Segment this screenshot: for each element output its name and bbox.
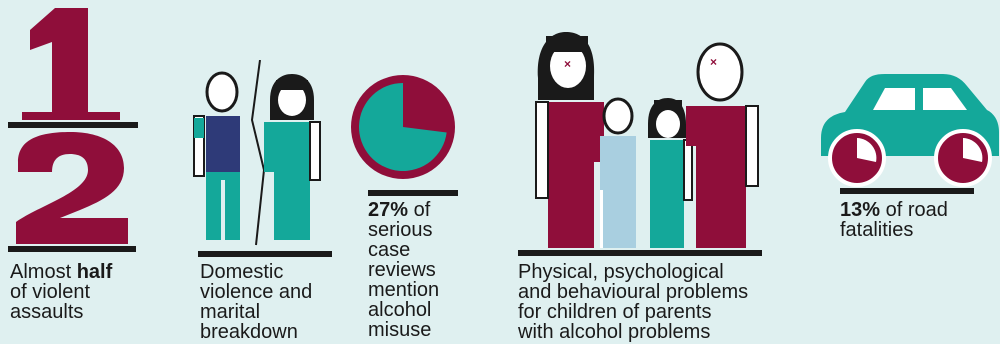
caption-domestic-violence: Domestic violence and marital breakdown [200,262,312,342]
father-body [696,106,746,248]
boy-body [600,136,636,248]
numeral-two [16,132,128,244]
father-injury-icon: × [710,55,717,69]
caption-line: Almost [10,261,77,283]
caption-case-reviews: 27% of serious case reviews mention alco… [368,200,439,340]
caption-line: misuse [368,319,432,341]
caption-line: mention [368,279,440,301]
caption-violent-assaults: Almost half of violent assaults [10,262,112,322]
caption-line: Physical, psychological [518,261,724,283]
caption-rule-3 [368,190,458,196]
mother-injury-icon: × [564,57,571,71]
caption-line: fatalities [840,219,914,241]
girl-body [650,140,684,248]
caption-line: breakdown [200,321,298,343]
mother-body [548,102,594,248]
stat-percent: 13% [840,199,881,221]
pie-chart [351,75,455,179]
caption-children-problems: Physical, psychological and behavioural … [518,262,748,342]
caption-line: of road [880,199,948,221]
caption-rule-5 [840,188,974,194]
family-figures: × × [535,32,759,248]
car-window-icon [873,88,915,110]
boy-head-icon [602,97,634,135]
fraction-line [8,122,138,128]
caption-line: reviews [368,259,436,281]
caption-road-fatalities: 13% of road fatalities [840,200,948,240]
caption-line: of violent [10,281,91,303]
caption-rule-4 [518,250,762,256]
caption-line: case [368,239,411,261]
father-head-icon [696,42,744,102]
caption-line: alcohol [368,299,432,321]
caption-line: assaults [10,301,84,323]
caption-line: of [408,199,431,221]
caption-line: with alcohol problems [518,321,711,343]
caption-line: violence and [200,281,313,303]
caption-bold: half [76,261,113,283]
caption-line: serious [368,219,433,241]
couple-figures [193,60,321,246]
pie-slice-27 [358,83,447,171]
caption-line: marital [200,301,261,323]
caption-rule-2 [198,251,332,257]
numeral-one [22,8,120,120]
car-window-icon [923,88,967,110]
stat-percent: 27% [368,199,409,221]
caption-rule-1 [8,246,136,252]
man-torso [206,116,240,176]
woman-torso [274,122,310,240]
caption-line: for children of parents [518,301,712,323]
crack-line [250,60,266,246]
fraction-graphic [8,8,138,244]
man-head-icon [205,71,239,113]
caption-line: and behavioural problems [518,281,749,303]
car-graphic [821,74,999,187]
caption-line: Domestic [200,261,284,283]
